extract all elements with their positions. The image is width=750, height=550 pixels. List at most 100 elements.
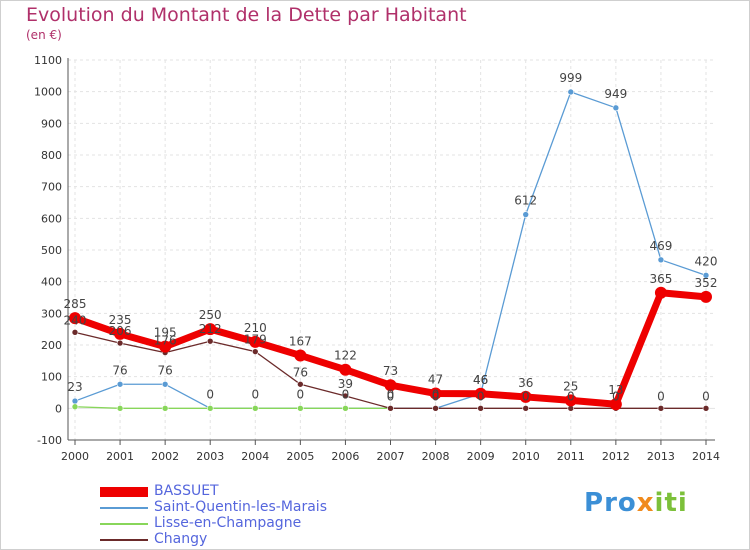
x-tick-label: 2002	[151, 450, 179, 463]
data-point-bassuet	[384, 379, 397, 392]
data-point-bassuet	[474, 387, 487, 400]
logo-letter: i	[677, 488, 688, 518]
logo-letter: x	[636, 488, 655, 518]
logo-letter: P	[584, 488, 605, 518]
data-point-bassuet	[609, 398, 622, 411]
data-label-bassuet: 47	[428, 372, 443, 386]
data-label-saint-quentin: 612	[514, 194, 537, 208]
data-point-lisse	[161, 405, 169, 412]
data-point-bassuet	[159, 340, 172, 353]
legend-item-lisse: Lisse-en-Champagne	[100, 515, 460, 532]
data-label-saint-quentin: 469	[649, 239, 672, 253]
x-tick-label: 2009	[467, 450, 495, 463]
legend-swatch-changy	[100, 539, 148, 541]
data-point-changy	[702, 405, 710, 412]
logo-letter: o	[617, 488, 637, 518]
data-point-changy	[477, 405, 484, 412]
series-line-lisse	[74, 406, 392, 409]
proxiti-logo: Proxiti	[584, 488, 688, 518]
x-tick-label: 2005	[286, 450, 314, 463]
chart-title: Evolution du Montant de la Dette par Hab…	[26, 4, 467, 26]
data-label-bassuet: 285	[64, 297, 87, 311]
x-tick-label: 2011	[557, 450, 585, 463]
data-label-saint-quentin: 46	[473, 373, 488, 387]
data-label-changy: 0	[477, 389, 485, 403]
data-point-bassuet	[519, 390, 532, 403]
data-point-saint-quentin	[567, 88, 575, 96]
data-point-changy	[342, 392, 349, 400]
data-label-changy: 212	[199, 322, 222, 336]
data-label-saint-quentin: 0	[342, 387, 350, 401]
logo-letter: t	[664, 488, 678, 518]
legend-item-saint-quentin: Saint-Quentin-les-Marais	[100, 499, 460, 516]
data-point-saint-quentin	[657, 256, 665, 264]
y-tick-label: 1100	[34, 54, 62, 67]
data-label-changy: 179	[244, 333, 267, 347]
data-label-changy: 176	[154, 334, 177, 348]
legend-label-saint-quentin: Saint-Quentin-les-Marais	[154, 499, 327, 515]
data-label-saint-quentin: 999	[559, 71, 582, 85]
data-label-bassuet: 73	[383, 364, 398, 378]
data-label-saint-quentin: 0	[297, 387, 305, 401]
legend-item-bassuet: BASSUET	[100, 483, 460, 500]
data-label-bassuet: 195	[154, 326, 177, 340]
data-label-saint-quentin: 949	[604, 87, 627, 101]
x-tick-label: 2007	[377, 450, 405, 463]
data-label-changy: 0	[612, 389, 620, 403]
data-point-lisse	[116, 405, 124, 412]
logo-letter: r	[604, 488, 618, 518]
data-label-saint-quentin: 76	[112, 363, 127, 377]
y-tick-label: 1000	[34, 86, 62, 99]
y-tick-label: 200	[41, 339, 62, 352]
data-label-bassuet: 46	[473, 373, 488, 387]
data-label-bassuet: 235	[109, 313, 132, 327]
data-label-bassuet: 167	[289, 334, 312, 348]
data-point-saint-quentin	[116, 380, 124, 388]
data-label-changy: 76	[293, 365, 308, 379]
x-tick-label: 2004	[241, 450, 269, 463]
data-label-bassuet: 250	[199, 308, 222, 322]
data-point-bassuet	[700, 290, 712, 303]
data-label-saint-quentin: 0	[206, 387, 214, 401]
legend-swatch-bassuet	[100, 487, 148, 497]
data-point-bassuet	[114, 327, 127, 340]
y-tick-label: 100	[41, 371, 62, 384]
x-tick-label: 2014	[692, 450, 720, 463]
data-label-changy: 0	[432, 389, 440, 403]
legend-swatch-saint-quentin	[100, 507, 148, 509]
x-tick-label: 2010	[512, 450, 540, 463]
legend-label-lisse: Lisse-en-Champagne	[154, 515, 302, 531]
y-tick-label: 500	[41, 244, 62, 257]
data-point-lisse	[251, 405, 259, 412]
data-label-saint-quentin: 0	[387, 387, 395, 401]
data-label-bassuet: 122	[334, 349, 357, 363]
data-point-bassuet	[564, 394, 577, 407]
data-point-saint-quentin	[161, 380, 169, 388]
data-label-bassuet: 13	[608, 383, 623, 397]
logo-letter: i	[654, 488, 665, 518]
data-point-changy	[71, 329, 79, 336]
data-label-changy: 240	[64, 313, 87, 327]
data-point-changy	[387, 405, 394, 412]
y-tick-label: 0	[55, 402, 62, 415]
plot-area	[68, 60, 715, 440]
data-label-saint-quentin: 23	[67, 380, 82, 394]
x-tick-label: 2000	[61, 450, 89, 463]
data-label-bassuet: 365	[649, 272, 672, 286]
data-label-changy: 206	[109, 324, 132, 338]
data-point-lisse	[297, 405, 304, 412]
legend-label-changy: Changy	[154, 531, 208, 547]
data-label-changy: 0	[387, 389, 395, 403]
data-point-changy	[116, 339, 124, 347]
x-tick-label: 2006	[331, 450, 359, 463]
legend-label-bassuet: BASSUET	[154, 483, 219, 499]
y-tick-label: -100	[37, 434, 62, 447]
data-point-bassuet	[654, 286, 667, 299]
x-tick-label: 2001	[106, 450, 134, 463]
legend-item-changy: Changy	[100, 531, 460, 548]
y-tick-label: 400	[41, 276, 62, 289]
data-label-changy: 0	[657, 389, 665, 403]
data-point-bassuet	[339, 363, 352, 376]
data-label-saint-quentin: 420	[695, 254, 718, 268]
